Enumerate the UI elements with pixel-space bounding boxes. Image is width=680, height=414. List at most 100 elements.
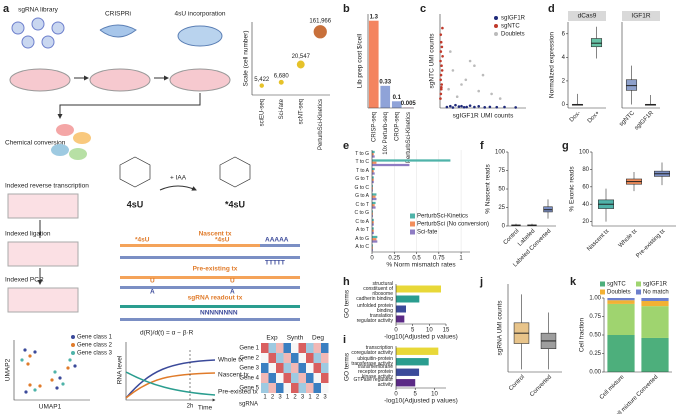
y-tick-label: structural constituent of ribosome — [363, 280, 393, 297]
bar — [372, 229, 374, 232]
y-axis-label: % Exonic reads — [569, 166, 576, 212]
box — [590, 38, 603, 48]
bar — [368, 20, 379, 108]
label-box: C to A — [355, 219, 369, 224]
well-plate — [7, 193, 79, 219]
point — [503, 105, 506, 109]
heatmap-group: Deg — [312, 335, 324, 342]
virus — [11, 21, 25, 35]
y-tick-label: G to A — [355, 193, 369, 200]
point — [468, 104, 472, 107]
umap-dot — [50, 378, 54, 382]
bar — [396, 315, 405, 323]
reagent-label: + IAA — [170, 175, 187, 182]
base-label: AAAAA — [265, 237, 289, 244]
heat-cell — [291, 363, 299, 373]
heat-cell — [268, 383, 276, 393]
cell — [69, 148, 87, 160]
heat-cell — [283, 383, 291, 393]
point — [460, 83, 463, 86]
x-tick-label: 0 — [370, 256, 374, 262]
cell — [73, 132, 91, 144]
point — [462, 105, 466, 109]
x-tick-label: PerturbSci-Kinetics — [318, 99, 324, 150]
bar — [372, 189, 373, 192]
step-label: CRISPRi — [105, 11, 131, 18]
heat-cell — [283, 373, 291, 383]
heat-cell — [298, 363, 306, 373]
legend-label: Gene class 2 — [77, 343, 113, 349]
label-box: T to G — [355, 151, 369, 156]
dish — [9, 68, 71, 92]
umap-points — [20, 348, 77, 394]
bar — [380, 85, 391, 108]
x-tick-label: sgNTC — [619, 110, 637, 128]
gene-label: Gene 4 — [239, 376, 259, 382]
step-label: Indexed reverse transcription — [5, 183, 89, 190]
dcas9 — [99, 24, 137, 38]
point — [449, 50, 452, 53]
heat-cell — [261, 353, 269, 363]
point — [440, 45, 444, 49]
arrow — [159, 185, 197, 191]
strip — [568, 11, 606, 21]
column-label: 3 — [301, 395, 305, 401]
base-label: A — [230, 289, 235, 296]
base-label: A — [150, 289, 155, 296]
legend-label: Gene class 1 — [77, 335, 113, 341]
strand — [120, 286, 300, 289]
point — [296, 60, 305, 69]
point — [439, 97, 442, 100]
bar — [372, 153, 374, 156]
point — [481, 73, 485, 77]
gene-label: Gene 3 — [239, 366, 259, 372]
curve — [125, 359, 216, 399]
y-tick-label: 25 — [498, 205, 505, 211]
label-box: cadherin binding — [356, 296, 393, 301]
point — [464, 78, 468, 82]
bar — [372, 218, 374, 222]
column-label: 2 — [316, 395, 320, 401]
bar — [396, 358, 429, 366]
strand — [260, 244, 300, 247]
y-tick-label: 100 — [579, 150, 590, 156]
bar — [372, 212, 373, 215]
point — [498, 97, 502, 100]
legend-label: sgNTC — [501, 24, 520, 30]
legend-swatch — [600, 289, 605, 295]
bar — [372, 221, 374, 224]
point — [445, 105, 449, 109]
heat-cell — [261, 343, 269, 353]
heat-cell — [321, 363, 329, 373]
bar-segment — [607, 335, 635, 372]
heat-cell — [291, 383, 299, 393]
molecule-label: *4sU — [225, 199, 245, 209]
legend-swatch — [71, 343, 75, 347]
bar — [372, 235, 378, 239]
umap-dot — [58, 376, 62, 380]
bar-segment — [641, 298, 669, 301]
x-tick-label: 5 — [411, 328, 415, 334]
bar — [372, 155, 375, 158]
legend-swatch — [410, 229, 415, 235]
y-tick-label: 0.75 — [589, 314, 601, 320]
umap-dot — [53, 370, 57, 374]
heat-cell — [276, 383, 284, 393]
point — [454, 103, 457, 107]
y-axis-label: Cell fraction — [579, 317, 586, 352]
heat-cell — [313, 353, 321, 363]
base-label: NNNNNNNN — [200, 310, 238, 317]
panel-label: g — [562, 140, 569, 152]
panel-label: i — [343, 334, 346, 346]
point — [477, 105, 481, 108]
column-label: 2 — [293, 395, 297, 401]
legend-swatch — [636, 289, 641, 295]
bar — [372, 246, 373, 249]
label-box: ubiquitin-protein transferase activity — [351, 356, 393, 366]
y-tick-label: 60 — [582, 184, 589, 190]
legend-label: No match — [643, 290, 669, 296]
x-axis-label: -log10(Adjusted p values) — [384, 398, 458, 405]
label-box: T to C — [355, 160, 369, 165]
heat-cell — [298, 343, 306, 353]
curve-label: Whole tx — [218, 357, 244, 364]
